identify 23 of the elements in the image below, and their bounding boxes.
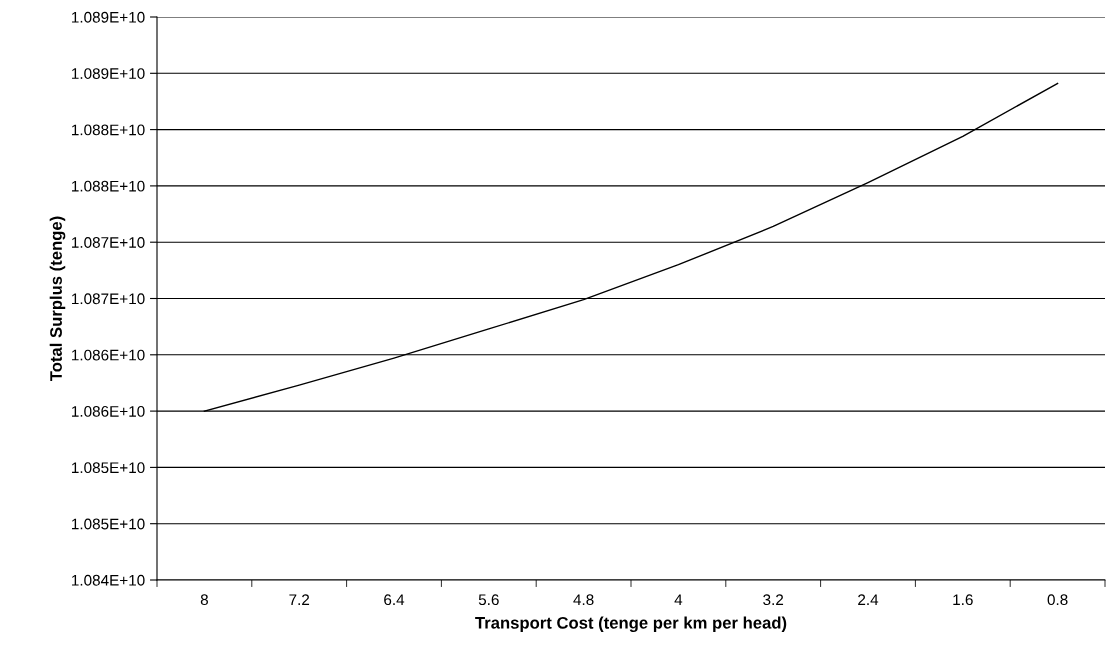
x-tick-label: 3.2 (763, 594, 784, 606)
y-tick-label: 1.088E+10 (72, 180, 145, 192)
y-tick-label: 1.089E+10 (72, 11, 145, 23)
x-tick-label: 0.8 (1047, 594, 1068, 606)
x-tick-label: 1.6 (953, 594, 973, 606)
y-tick-label: 1.089E+10 (72, 68, 145, 79)
y-tick-label: 1.086E+10 (72, 349, 145, 361)
y-axis-title: Total Surplus (tenge) (49, 216, 66, 382)
x-tick-label: 4.8 (573, 594, 594, 606)
y-tick-label: 1.088E+10 (72, 124, 145, 136)
x-axis-title: Transport Cost (tenge per km per head) (475, 616, 787, 633)
y-tick-label: 1.085E+10 (72, 462, 145, 474)
x-tick-label: 7.2 (289, 594, 310, 605)
y-tick-label: 1.086E+10 (72, 405, 145, 417)
x-tick-label: 5.6 (478, 594, 499, 606)
y-tick-label: 1.087E+10 (72, 237, 145, 248)
x-tick-label: 4 (674, 594, 683, 605)
y-tick-label: 1.084E+10 (72, 574, 145, 586)
x-tick-label: 6.4 (384, 594, 405, 606)
x-tick-label: 8 (200, 594, 208, 606)
y-tick-label: 1.087E+10 (72, 293, 145, 305)
y-tick-label: 1.085E+10 (72, 518, 145, 530)
x-tick-label: 2.4 (858, 594, 879, 605)
